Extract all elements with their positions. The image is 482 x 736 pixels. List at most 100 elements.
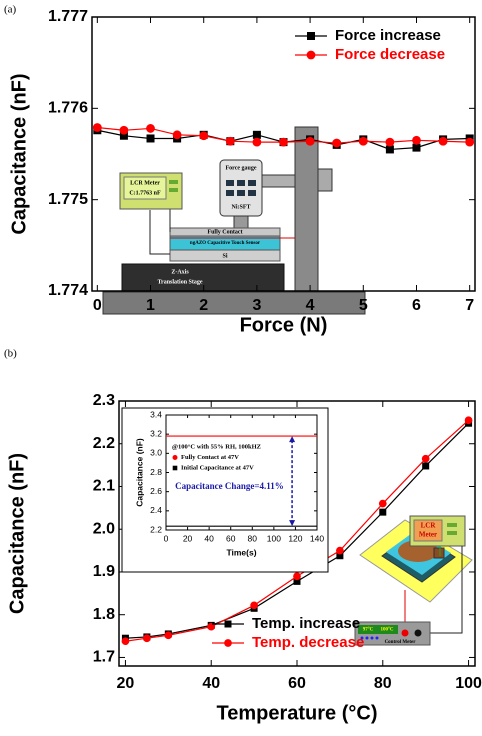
marker <box>279 138 288 147</box>
marker <box>307 51 316 60</box>
y-tick-label: 1.777 <box>48 8 88 25</box>
marker <box>253 131 261 139</box>
marker <box>412 144 420 152</box>
y-tick-label: 2.4 <box>150 505 162 515</box>
legend-label: Initial Capacitance at 47V <box>181 464 254 471</box>
probe <box>434 548 444 558</box>
button <box>169 180 178 184</box>
x-tick-label: 7 <box>465 297 474 314</box>
y-tick-label: 3.0 <box>150 448 162 458</box>
diagram-label: LCR Meter <box>130 180 160 186</box>
y-tick-label: 2.8 <box>150 467 162 477</box>
y-tick-label: 1.775 <box>48 191 88 208</box>
button <box>237 190 245 196</box>
x-axis-label: Force (N) <box>240 314 328 336</box>
button <box>226 190 234 196</box>
diagram-label: Control Meter <box>385 640 417 645</box>
marker <box>93 123 102 132</box>
button <box>366 637 369 640</box>
y-tick-label: 3.4 <box>150 409 162 419</box>
marker <box>465 138 474 147</box>
legend-title: @100°C with 55% RH, 100kHZ <box>172 443 261 450</box>
diagram-label: 97°C <box>363 628 374 633</box>
marker <box>332 139 341 148</box>
diagram-label: Meter <box>419 531 437 539</box>
marker <box>379 509 386 516</box>
button <box>237 180 245 186</box>
probe <box>234 216 248 228</box>
x-tick-label: 0 <box>164 533 169 543</box>
y-tick-label: 1.7 <box>93 649 115 666</box>
diagram-label: C:1.7763 nF <box>129 190 161 196</box>
x-tick-label: 6 <box>412 297 421 314</box>
marker <box>164 631 172 639</box>
z-stage <box>122 264 284 291</box>
marker <box>253 138 262 147</box>
marker <box>173 130 182 139</box>
marker <box>226 137 235 146</box>
diagram-label: Force gauge <box>225 165 256 171</box>
x-tick-label: 80 <box>248 533 258 543</box>
diagram-label: Ni:SFT <box>231 204 250 210</box>
diagram-label: LCR <box>421 522 437 530</box>
x-tick-label: 0 <box>93 297 102 314</box>
legend-label: Fully Contact at 47V <box>181 454 239 461</box>
y-tick-label: 3.2 <box>150 428 162 438</box>
legend-marker <box>172 455 177 460</box>
y-axis-label: Capacitance (nF) <box>6 453 28 614</box>
diagram-label: ngAZO Capacitive Touch Sensor <box>190 241 261 246</box>
arm <box>262 175 295 187</box>
marker <box>224 639 232 647</box>
x-tick-label: 60 <box>288 675 306 692</box>
marker <box>120 126 129 135</box>
button <box>248 190 256 196</box>
marker <box>306 137 315 146</box>
x-tick-label: 60 <box>226 533 236 543</box>
x-axis-label: Time(s) <box>226 547 256 557</box>
button <box>447 531 457 535</box>
x-tick-label: 80 <box>374 675 392 692</box>
y-tick-label: 2.0 <box>93 520 115 537</box>
connector <box>415 630 422 637</box>
marker <box>199 131 208 140</box>
x-tick-label: 20 <box>117 675 135 692</box>
marker <box>250 601 258 609</box>
button <box>371 637 374 640</box>
x-tick-label: 140 <box>310 533 324 543</box>
panel-label: (b) <box>4 348 17 360</box>
y-axis-label: Capacitance (nF) <box>134 438 144 507</box>
annotation: Capacitance Change=4.11% <box>175 481 284 491</box>
y-tick-label: 2.6 <box>150 486 162 496</box>
panel-label: (a) <box>4 4 17 16</box>
button <box>169 188 178 192</box>
marker <box>336 547 344 555</box>
x-tick-label: 100 <box>267 533 281 543</box>
marker <box>379 500 387 508</box>
x-tick-label: 3 <box>252 297 261 314</box>
marker <box>146 124 155 133</box>
marker <box>422 455 430 463</box>
button <box>447 523 457 527</box>
x-axis-label: Temperature (°C) <box>217 702 378 724</box>
y-tick-label: 2.1 <box>93 478 115 495</box>
pillar <box>295 127 318 292</box>
knob <box>318 169 332 191</box>
marker <box>143 634 151 642</box>
x-tick-label: 20 <box>183 533 193 543</box>
x-tick-label: 2 <box>199 297 208 314</box>
y-tick-label: 2.2 <box>150 524 162 534</box>
y-tick-label: 1.776 <box>48 100 88 117</box>
button <box>226 180 234 186</box>
figure: LCR Meter C:1.7763 nF Force gauge Ni:SFT… <box>0 0 482 736</box>
legend-marker <box>173 466 178 471</box>
y-axis-label: Capacitance (nF) <box>8 73 30 234</box>
marker <box>412 136 421 145</box>
x-tick-label: 120 <box>288 533 302 543</box>
marker <box>465 416 473 424</box>
diagram-label: Si <box>222 253 227 259</box>
legend-label: Temp. increase <box>252 615 360 632</box>
diagram-label: Fully Contact <box>207 229 242 235</box>
legend-label: Temp. decrease <box>252 634 364 651</box>
x-tick-label: 4 <box>306 297 315 314</box>
base-plate <box>103 292 365 314</box>
